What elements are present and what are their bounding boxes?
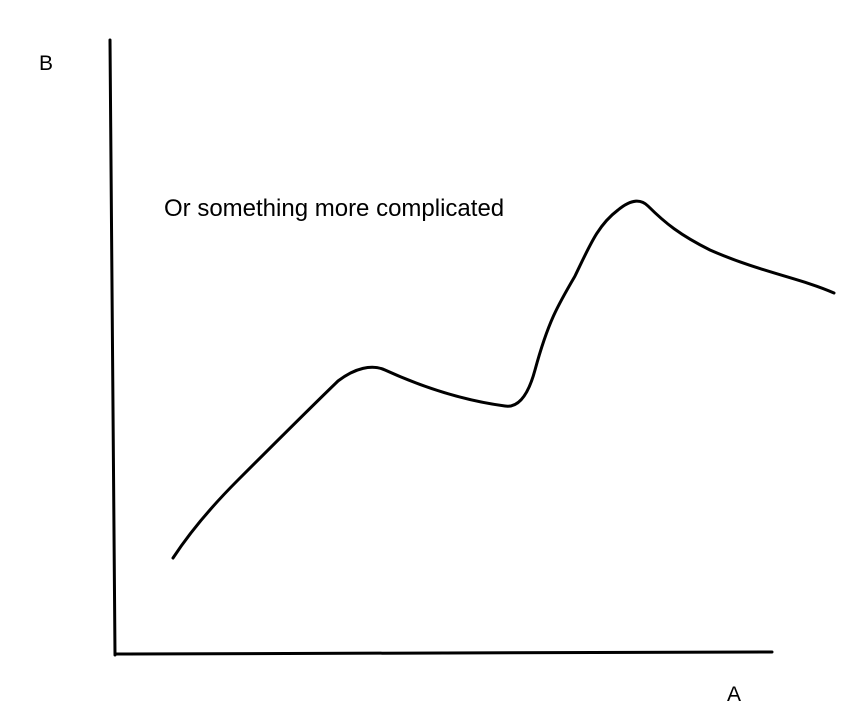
diagram-caption: Or something more complicated [164, 195, 505, 222]
y-axis-line [108, 38, 117, 657]
x-axis-line [113, 650, 774, 656]
x-axis-label: A [727, 683, 742, 706]
y-axis-label: B [39, 52, 54, 75]
curve-line [171, 199, 836, 560]
